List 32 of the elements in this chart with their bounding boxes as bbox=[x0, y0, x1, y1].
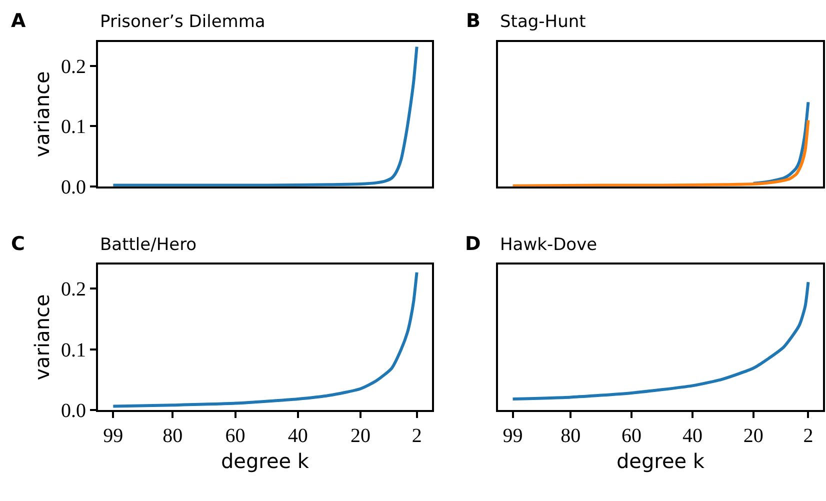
text: C bbox=[11, 233, 25, 255]
x-tick-label: 99 bbox=[103, 424, 124, 447]
y-axis-title: variance bbox=[30, 71, 54, 158]
y-tick-label: 0.1 bbox=[61, 116, 86, 138]
x-tick-label: 60 bbox=[622, 424, 642, 447]
y-tick-label: 0.2 bbox=[61, 56, 86, 78]
x-axis-title: degree k bbox=[220, 448, 310, 473]
y-tick-label: 0.0 bbox=[61, 176, 86, 198]
y-tick-label: 0.1 bbox=[61, 339, 86, 362]
y-tick-label: 0.0 bbox=[61, 400, 86, 422]
text: B bbox=[466, 10, 480, 32]
line-series bbox=[112, 45, 418, 186]
x-tick-label: 80 bbox=[560, 424, 581, 447]
chart-title: Prisoner’s Dilemma bbox=[100, 12, 266, 32]
text: D bbox=[465, 233, 481, 255]
x-tick-label: 2 bbox=[412, 424, 422, 447]
x-tick-label: 60 bbox=[225, 424, 246, 447]
chart-title: Stag-Hunt bbox=[500, 12, 586, 32]
x-tick-label: 99 bbox=[502, 424, 523, 447]
y-axis-title: variance bbox=[30, 294, 54, 380]
x-axis-title: degree k bbox=[616, 448, 705, 473]
x-tick-label: 20 bbox=[743, 424, 764, 447]
chart-title: Hawk-Dove bbox=[500, 235, 598, 255]
chart-title: Battle/Hero bbox=[100, 235, 197, 255]
x-tick-label: 40 bbox=[682, 424, 702, 447]
line-series bbox=[112, 270, 418, 408]
text: A bbox=[11, 10, 26, 32]
y-tick-label: 0.2 bbox=[61, 278, 86, 301]
x-tick-label: 40 bbox=[288, 424, 308, 447]
x-tick-label: 20 bbox=[350, 424, 370, 447]
x-tick-label: 80 bbox=[162, 424, 183, 447]
x-tick-label: 2 bbox=[803, 424, 814, 447]
